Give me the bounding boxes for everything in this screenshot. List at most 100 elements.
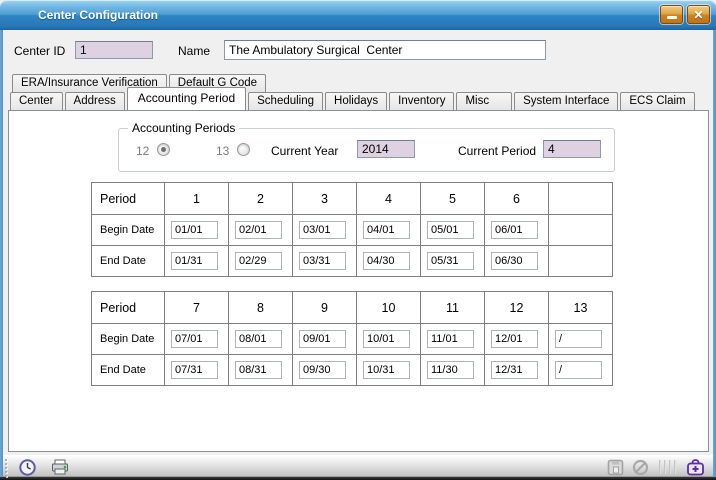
period-6-header: 6 xyxy=(484,182,549,215)
option-12-label: 12 xyxy=(136,144,150,158)
period-table-1: Period 1 2 3 4 5 6 Begin Date End Da xyxy=(91,182,613,277)
cancel-slash-icon xyxy=(632,459,648,475)
periods-13-radio[interactable] xyxy=(237,143,250,156)
accounting-period-panel: Accounting Periods 12 13 Current Year Cu… xyxy=(8,110,709,452)
tab-system-interface[interactable]: System Interface xyxy=(514,92,619,110)
close-button[interactable]: ✕ xyxy=(687,5,710,24)
clock-icon xyxy=(18,458,36,476)
tab-accounting-period[interactable]: Accounting Period xyxy=(126,87,247,110)
tab-address[interactable]: Address xyxy=(64,92,125,110)
period-13-header: 13 xyxy=(548,291,613,324)
p10-end-input[interactable] xyxy=(363,361,410,379)
period-3-header: 3 xyxy=(292,182,357,215)
titlebar-buttons: ✕ xyxy=(660,5,710,24)
p12-end-input[interactable] xyxy=(491,361,538,379)
toolbar-right-group xyxy=(605,458,705,476)
center-id-label: Center ID xyxy=(14,44,66,58)
p4-begin-input[interactable] xyxy=(363,221,410,239)
window-border-right xyxy=(713,30,716,477)
period-4-header: 4 xyxy=(356,182,421,215)
current-period-label: Current Period xyxy=(458,144,537,158)
end-date-row: End Date xyxy=(91,354,613,386)
period-11-header: 11 xyxy=(420,291,485,324)
p4-end-input[interactable] xyxy=(363,252,410,270)
p6-begin-input[interactable] xyxy=(491,221,538,239)
table-header-row: Period 1 2 3 4 5 6 xyxy=(91,182,613,215)
p1-end-input[interactable] xyxy=(171,252,218,270)
period-header-label: Period xyxy=(91,182,165,215)
save-button[interactable] xyxy=(605,458,625,476)
clock-button[interactable] xyxy=(17,458,37,476)
p13-begin-input[interactable] xyxy=(555,330,602,348)
tab-misc[interactable]: Misc xyxy=(456,92,513,110)
empty-begin-cell xyxy=(548,214,613,246)
end-date-row: End Date xyxy=(91,245,613,277)
p2-end-input[interactable] xyxy=(235,252,282,270)
name-field[interactable] xyxy=(224,40,546,60)
current-period-field[interactable] xyxy=(543,140,601,158)
name-label: Name xyxy=(178,44,211,58)
empty-header-cell xyxy=(548,182,613,215)
p12-begin-input[interactable] xyxy=(491,330,538,348)
tab-center[interactable]: Center xyxy=(10,92,63,110)
period-10-header: 10 xyxy=(356,291,421,324)
cancel-button[interactable] xyxy=(630,458,650,476)
p9-begin-input[interactable] xyxy=(299,330,346,348)
end-date-label: End Date xyxy=(91,245,165,277)
minimize-icon xyxy=(666,16,677,19)
p13-end-input[interactable] xyxy=(555,361,602,379)
begin-date-label: Begin Date xyxy=(91,214,165,246)
period-12-header: 12 xyxy=(484,291,549,324)
p3-begin-input[interactable] xyxy=(299,221,346,239)
center-id-field[interactable] xyxy=(75,41,153,59)
p8-end-input[interactable] xyxy=(235,361,282,379)
window-title: Center Configuration xyxy=(38,8,158,22)
toolbar-gripper[interactable] xyxy=(5,459,7,477)
p5-begin-input[interactable] xyxy=(427,221,474,239)
p11-begin-input[interactable] xyxy=(427,330,474,348)
period-5-header: 5 xyxy=(420,182,485,215)
p9-end-input[interactable] xyxy=(299,361,346,379)
begin-date-label: Begin Date xyxy=(91,323,165,355)
begin-date-row: Begin Date xyxy=(91,323,613,355)
toolbar-separator xyxy=(659,460,676,474)
print-button[interactable] xyxy=(50,458,70,476)
p7-end-input[interactable] xyxy=(171,361,218,379)
end-date-label: End Date xyxy=(91,354,165,386)
tab-scheduling[interactable]: Scheduling xyxy=(248,92,324,110)
periods-12-radio[interactable] xyxy=(157,143,170,156)
minimize-button[interactable] xyxy=(660,5,683,24)
period-9-header: 9 xyxy=(292,291,357,324)
exit-button[interactable] xyxy=(685,458,705,476)
p6-end-input[interactable] xyxy=(491,252,538,270)
begin-date-row: Begin Date xyxy=(91,214,613,246)
p3-end-input[interactable] xyxy=(299,252,346,270)
tab-holidays[interactable]: Holidays xyxy=(325,92,388,110)
p2-begin-input[interactable] xyxy=(235,221,282,239)
titlebar[interactable]: Center Configuration ✕ xyxy=(0,0,716,30)
p8-begin-input[interactable] xyxy=(235,330,282,348)
tab-inventory[interactable]: Inventory xyxy=(389,92,455,110)
current-year-field[interactable] xyxy=(357,140,415,158)
accounting-periods-groupbox: Accounting Periods 12 13 Current Year Cu… xyxy=(118,121,615,172)
p5-end-input[interactable] xyxy=(427,252,474,270)
p1-begin-input[interactable] xyxy=(171,221,218,239)
period-table-2: Period 7 8 9 10 11 12 13 Begin Date E xyxy=(91,291,613,386)
tab-strip-row2: Center Address Accounting Period Schedul… xyxy=(10,87,697,110)
p7-begin-input[interactable] xyxy=(171,330,218,348)
p11-end-input[interactable] xyxy=(427,361,474,379)
groupbox-title: Accounting Periods xyxy=(128,121,240,135)
p10-begin-input[interactable] xyxy=(363,330,410,348)
current-year-label: Current Year xyxy=(271,144,339,158)
save-disk-icon xyxy=(607,459,623,475)
print-icon xyxy=(52,459,68,475)
close-icon: ✕ xyxy=(693,7,704,22)
empty-end-cell xyxy=(548,245,613,277)
window-border-left xyxy=(0,30,3,477)
table-header-row: Period 7 8 9 10 11 12 13 xyxy=(91,291,613,324)
toolbar-left-group xyxy=(17,458,70,476)
period-1-header: 1 xyxy=(164,182,229,215)
period-8-header: 8 xyxy=(228,291,293,324)
tab-ecs-claim[interactable]: ECS Claim xyxy=(620,92,695,110)
